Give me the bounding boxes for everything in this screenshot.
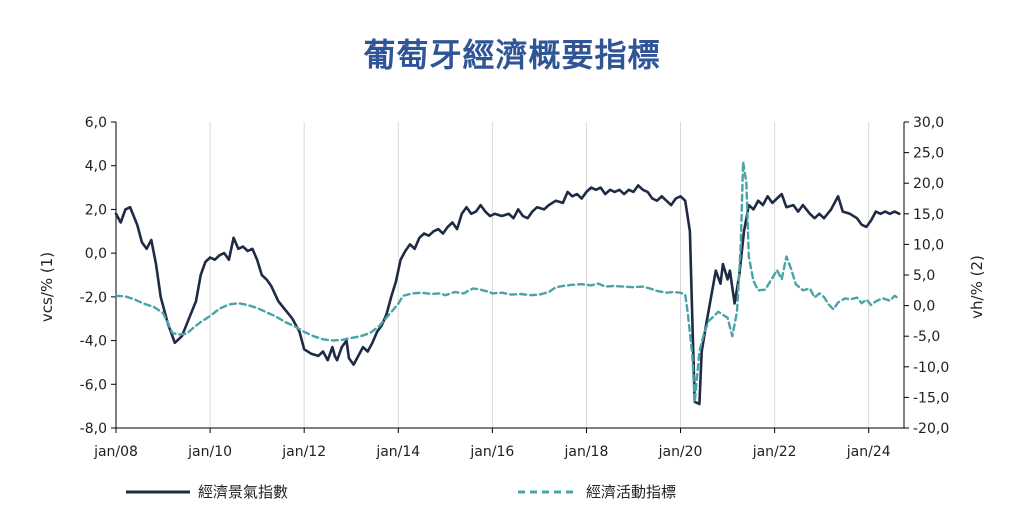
left-tick-label: 2,0 (85, 202, 107, 218)
x-tick-label: jan/16 (469, 444, 514, 460)
x-tick-label: jan/20 (658, 444, 703, 460)
left-tick-label: 6,0 (85, 115, 107, 131)
tick-labels: jan/08 jan/10 jan/12 jan/14 jan/16 jan/18 jan/… (80, 115, 950, 460)
x-tick-label: jan/22 (752, 444, 797, 460)
x-tick-label: jan/10 (187, 444, 232, 460)
right-tick-label: -10,0 (913, 360, 949, 376)
left-tick-label: -2,0 (80, 290, 107, 306)
left-tick-label: -4,0 (80, 334, 107, 350)
left-tick-label: -6,0 (80, 377, 107, 393)
legend-label-series1: 經濟景氣指數 (198, 483, 288, 501)
right-tick-label: -20,0 (913, 421, 949, 437)
x-tick-label: jan/24 (846, 444, 891, 460)
series-line-economic-sentiment (114, 184, 901, 406)
grid-lines (209, 122, 870, 428)
right-tick-label: 15,0 (913, 207, 944, 223)
x-tick-label: jan/12 (281, 444, 326, 460)
x-tick-label: jan/18 (564, 444, 609, 460)
right-tick-label: 10,0 (913, 237, 944, 253)
left-tick-label: 0,0 (85, 246, 107, 262)
legend-label-series2: 經濟活動指標 (586, 483, 676, 501)
right-tick-label: 0,0 (913, 299, 935, 315)
right-tick-label: 20,0 (913, 176, 944, 192)
right-axis-title: vh/% (2) (968, 255, 986, 319)
axes (111, 121, 909, 433)
series-lines (114, 160, 901, 406)
right-tick-label: 30,0 (913, 115, 944, 131)
right-tick-label: 5,0 (913, 268, 935, 284)
chart-title: 葡萄牙經濟概要指標 (363, 36, 661, 74)
left-tick-label: -8,0 (80, 421, 107, 437)
x-tick-label: jan/08 (93, 444, 138, 460)
right-tick-label: 25,0 (913, 146, 944, 162)
left-tick-label: 4,0 (85, 159, 107, 175)
series-line-economic-activity (114, 160, 901, 404)
x-tick-label: jan/14 (375, 444, 420, 460)
right-tick-label: -5,0 (913, 329, 940, 345)
right-tick-label: -15,0 (913, 390, 949, 406)
left-axis-title: vcs/% (1) (38, 252, 56, 322)
legend: 經濟景氣指數 經濟活動指標 (126, 483, 676, 501)
